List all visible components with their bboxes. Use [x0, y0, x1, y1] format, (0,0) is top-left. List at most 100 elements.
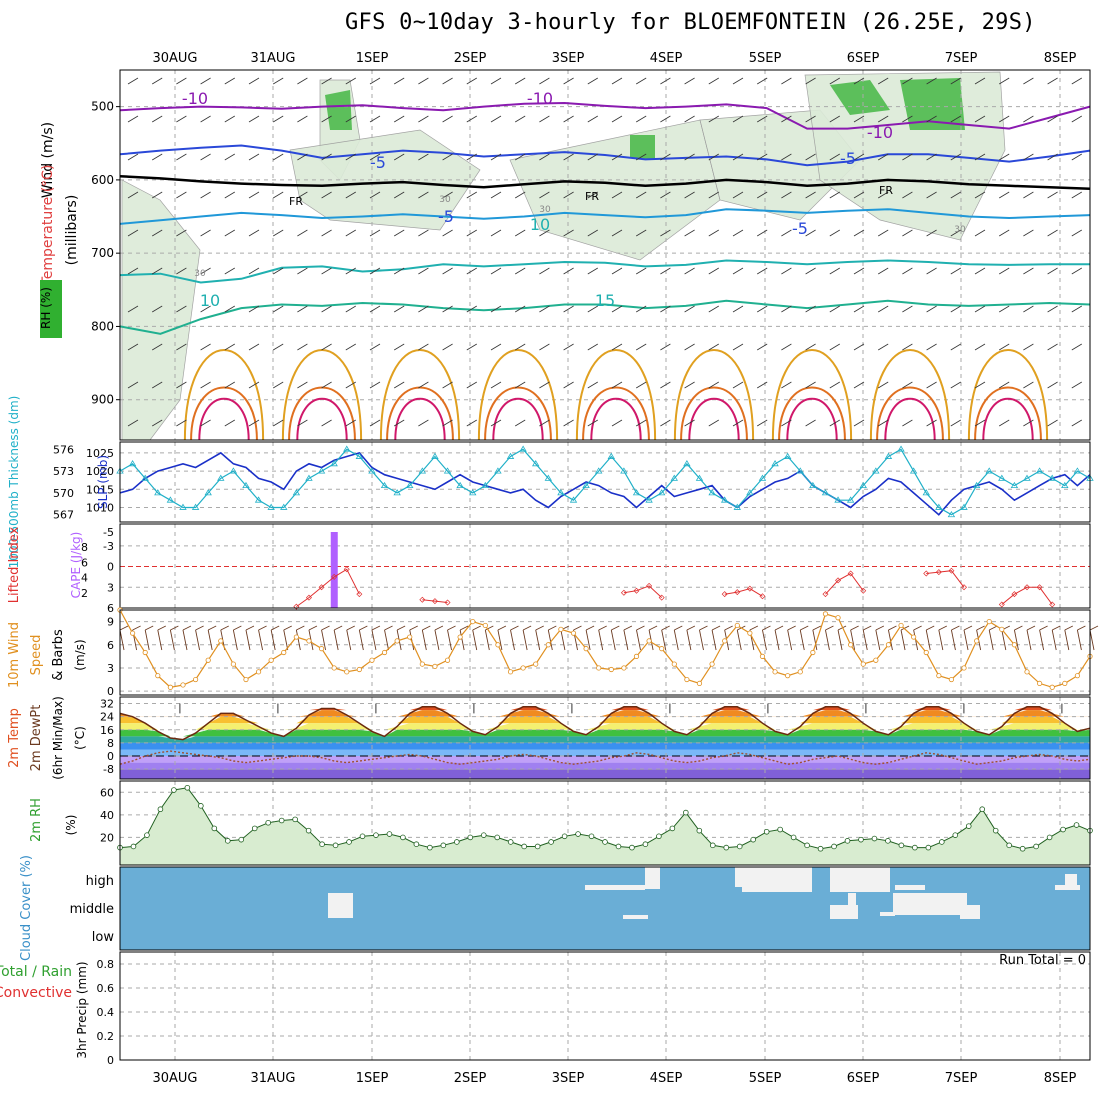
- rh-point: [561, 833, 568, 840]
- wind-barb: [151, 343, 163, 351]
- rh-point: [696, 827, 703, 834]
- wind-speed-point: [394, 638, 400, 644]
- cloud-clear-patch-3: [742, 867, 812, 892]
- wind-barb: [272, 305, 284, 313]
- wind-speed-point: [961, 665, 967, 671]
- wind-barb: [998, 115, 1010, 123]
- wind-barb: [998, 153, 1010, 161]
- wind-barb: [998, 191, 1010, 199]
- wind-speed-point: [835, 615, 841, 621]
- wind-barb: [805, 77, 816, 85]
- rh-point: [1019, 845, 1026, 852]
- wind-barb: [805, 115, 816, 123]
- top-date-label-6: 5SEP: [749, 51, 782, 66]
- wind-barb: [732, 305, 744, 313]
- precip-ylabel: 3hr Precip (mm): [75, 961, 89, 1058]
- sfc-wind-barb: [169, 629, 175, 651]
- wind-barb: [1071, 343, 1083, 351]
- wind-barb: [321, 343, 332, 351]
- wind-barb: [1023, 191, 1034, 199]
- wind-speed-point: [205, 657, 211, 663]
- li-point: [746, 585, 753, 592]
- rh-point: [669, 825, 676, 832]
- wind-barb: [297, 267, 308, 275]
- wind-speed-point: [192, 676, 199, 683]
- wind-barb: [805, 191, 816, 199]
- wind-barb: [902, 77, 913, 85]
- wind-barb: [490, 77, 502, 85]
- sfc-wind-barb: [812, 629, 818, 651]
- wind-barb: [321, 419, 332, 427]
- sfc-wind-barb-flag: [900, 625, 910, 631]
- contour-label-14: 30: [439, 195, 451, 205]
- thickness-point: [179, 503, 187, 510]
- wind-barb: [587, 343, 599, 351]
- wind-barb: [539, 267, 550, 275]
- thickness-point: [1048, 474, 1056, 481]
- thickness-point: [154, 489, 162, 496]
- wind-barb: [297, 343, 308, 351]
- wind-speed-point: [986, 618, 992, 625]
- rh-point: [265, 819, 271, 826]
- sfc-wind-barb-flag: [749, 625, 759, 631]
- li-point: [759, 593, 766, 600]
- wind-barb: [805, 267, 816, 275]
- thickness-tick-3: 576: [53, 443, 74, 456]
- thickness-point: [532, 460, 540, 467]
- sfc-wind-barb-flag: [1089, 625, 1099, 631]
- thickness-point: [947, 510, 956, 518]
- sfc-wind-barb-flag: [157, 625, 166, 631]
- sfc-wind-barb: [270, 629, 276, 651]
- wind-barb: [466, 77, 478, 85]
- cape-tick-2: 6: [81, 556, 88, 569]
- sfc-wind-barb: [510, 629, 515, 651]
- temp-band-6: [120, 742, 1090, 750]
- contour-label-7: FR: [879, 184, 893, 197]
- wind-barb: [926, 77, 937, 85]
- sfc-wind-barb-flag: [837, 625, 847, 631]
- li-point: [734, 589, 741, 596]
- wind-barb: [1071, 419, 1083, 427]
- thickness-point: [191, 503, 200, 510]
- sfc-wind-barb: [447, 629, 452, 651]
- precip-run-total: Run Total = 0: [999, 953, 1086, 968]
- precip-ylabel-total: Total / Rain: [0, 964, 72, 980]
- sfc-wind-barb: [875, 629, 881, 651]
- sfc-wind-barb: [144, 629, 150, 651]
- thickness-point: [506, 452, 515, 459]
- rh-legend-swatch: [40, 280, 62, 338]
- wind-barb: [151, 381, 163, 389]
- wind-barb: [805, 229, 816, 237]
- rh-point: [629, 844, 635, 851]
- wind-barb: [829, 229, 841, 237]
- thickness-point: [922, 489, 930, 496]
- wind-barb: [224, 305, 236, 313]
- chart-title: GFS 0~10day 3-hourly for BLOEMFONTEIN (2…: [345, 10, 1036, 35]
- wind-barb: [418, 191, 429, 199]
- thickness-point: [884, 452, 893, 459]
- wind-speed-point: [974, 638, 980, 644]
- wind-speed-point: [1037, 680, 1043, 687]
- thickness-point: [796, 467, 804, 474]
- sfc-wind-barb-flag: [585, 625, 595, 631]
- wind-barb: [877, 229, 889, 237]
- wind-speed-point: [457, 634, 463, 640]
- li-line-0: [296, 568, 360, 608]
- wind-barb: [660, 77, 671, 85]
- bl-isotherm-6-2: [786, 397, 838, 441]
- wind-barb: [684, 115, 695, 123]
- thickness-point: [217, 474, 225, 481]
- wind-barb: [176, 381, 187, 389]
- wind-barb: [1071, 229, 1083, 237]
- wind-speed-point: [180, 682, 186, 688]
- wind-barb: [635, 305, 647, 313]
- wind-barb: [877, 153, 889, 161]
- sfc-wind-barb: [850, 629, 856, 651]
- rh-point: [1033, 843, 1039, 850]
- wind-barb: [732, 115, 744, 123]
- wind-barb: [442, 153, 453, 161]
- sfc-wind-barb: [799, 629, 805, 651]
- wind-barb: [514, 229, 526, 237]
- cape-tick-3: 8: [81, 541, 88, 554]
- wind-barb: [756, 191, 768, 199]
